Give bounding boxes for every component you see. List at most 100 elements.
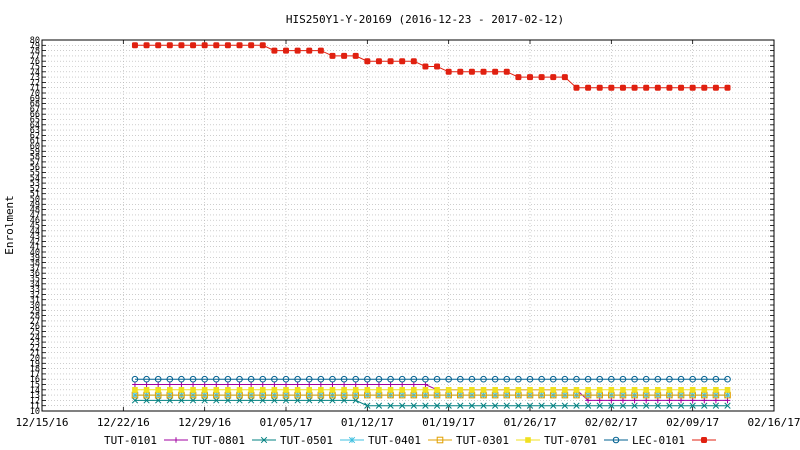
data-point — [480, 68, 487, 75]
data-point — [213, 42, 220, 49]
data-point — [166, 375, 174, 383]
data-point — [642, 375, 650, 383]
data-point — [434, 387, 440, 393]
y-tick-label: 14 — [30, 386, 40, 396]
y-tick-label: 12 — [30, 396, 40, 406]
data-point — [724, 391, 731, 399]
data-point — [654, 402, 661, 409]
data-point — [678, 397, 684, 404]
data-point — [236, 397, 243, 404]
y-tick-label: 78 — [30, 47, 40, 57]
y-tick-label: 63 — [30, 126, 40, 136]
data-point — [433, 402, 441, 409]
data-point — [677, 402, 685, 409]
data-point — [411, 387, 417, 393]
y-tick-label: 59 — [30, 147, 40, 157]
data-point — [248, 42, 255, 49]
data-point — [619, 84, 626, 91]
data-point — [306, 387, 313, 393]
y-tick-label: 27 — [30, 317, 40, 327]
data-point — [491, 402, 499, 409]
y-tick-label: 77 — [30, 52, 40, 62]
data-point — [550, 74, 557, 81]
data-point — [201, 375, 208, 383]
data-point — [364, 387, 371, 393]
y-tick-label: 13 — [30, 391, 40, 401]
data-point — [700, 375, 708, 383]
data-point — [340, 397, 348, 404]
data-point — [398, 375, 406, 383]
data-point — [620, 397, 626, 404]
data-point — [294, 47, 301, 54]
data-point — [411, 381, 417, 388]
data-point — [271, 397, 278, 404]
data-point — [585, 387, 591, 393]
data-point — [608, 387, 615, 393]
x-tick-label: 01/05/17 — [260, 416, 313, 429]
data-point — [178, 387, 185, 393]
y-tick-label: 11 — [30, 402, 40, 412]
data-point — [492, 387, 498, 393]
data-point — [248, 381, 254, 388]
data-point — [480, 387, 487, 393]
x-tick-label: 12/22/16 — [97, 416, 150, 429]
data-point — [201, 381, 208, 388]
data-point — [457, 387, 464, 393]
y-tick-label: 42 — [30, 237, 40, 247]
data-point — [538, 375, 545, 383]
data-point — [317, 47, 324, 54]
y-tick-label: 48 — [30, 206, 40, 216]
data-point — [573, 387, 580, 393]
data-point — [677, 375, 685, 383]
data-point — [713, 387, 719, 393]
data-point — [364, 58, 371, 65]
data-point — [387, 387, 394, 393]
data-point — [190, 42, 197, 49]
data-point — [434, 63, 441, 70]
data-point — [166, 397, 173, 404]
data-point — [131, 375, 139, 383]
data-point — [538, 74, 545, 81]
data-point — [492, 68, 499, 75]
data-point — [724, 402, 731, 409]
data-point — [340, 375, 348, 383]
data-point — [573, 84, 580, 91]
data-point — [213, 381, 220, 388]
data-point — [225, 387, 231, 393]
data-point — [329, 387, 336, 393]
y-tick-label: 20 — [30, 354, 40, 364]
data-point — [712, 402, 720, 409]
legend-swatch-marker — [701, 437, 707, 443]
data-point — [387, 375, 394, 383]
data-point — [480, 375, 487, 383]
x-tick-label: 02/09/17 — [666, 416, 719, 429]
data-point — [247, 375, 255, 383]
data-point — [178, 397, 185, 404]
data-point — [271, 387, 278, 393]
data-point — [724, 397, 731, 404]
data-point — [620, 387, 626, 393]
data-point — [189, 375, 197, 383]
data-point — [294, 375, 301, 383]
data-point — [341, 381, 347, 388]
x-tick-label: 01/26/17 — [504, 416, 557, 429]
data-point — [515, 375, 522, 383]
data-point — [527, 387, 533, 393]
y-tick-label: 10 — [30, 407, 40, 417]
data-point — [375, 402, 383, 409]
data-point — [724, 84, 731, 91]
data-point — [155, 381, 161, 388]
data-point — [259, 397, 266, 404]
data-point — [678, 84, 685, 91]
data-point — [596, 387, 603, 393]
data-point — [422, 402, 429, 409]
data-point — [178, 375, 185, 383]
legend-label: TUT-0501 — [280, 434, 333, 447]
y-tick-label: 51 — [30, 190, 40, 200]
y-tick-label: 73 — [30, 73, 40, 83]
y-tick-label: 65 — [30, 116, 40, 126]
data-point — [248, 387, 254, 393]
data-point — [643, 84, 650, 91]
data-point — [596, 397, 603, 404]
